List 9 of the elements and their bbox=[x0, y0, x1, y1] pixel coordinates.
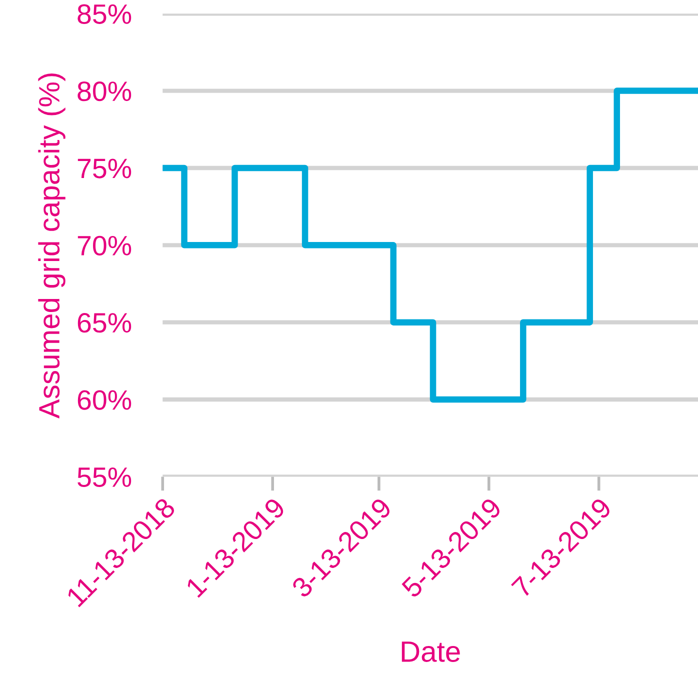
y-tick-label: 75% bbox=[78, 158, 132, 178]
y-tick-label: 55% bbox=[78, 467, 132, 488]
y-tick-label: 70% bbox=[78, 236, 132, 256]
y-axis-title: Assumed grid capacity (%) bbox=[38, 74, 66, 419]
y-tick-label: 65% bbox=[78, 313, 132, 333]
x-axis-title: Date bbox=[402, 642, 460, 662]
y-tick-label: 80% bbox=[78, 81, 132, 102]
y-tick-label: 85% bbox=[78, 4, 132, 24]
y-tick-label: 60% bbox=[78, 390, 132, 410]
